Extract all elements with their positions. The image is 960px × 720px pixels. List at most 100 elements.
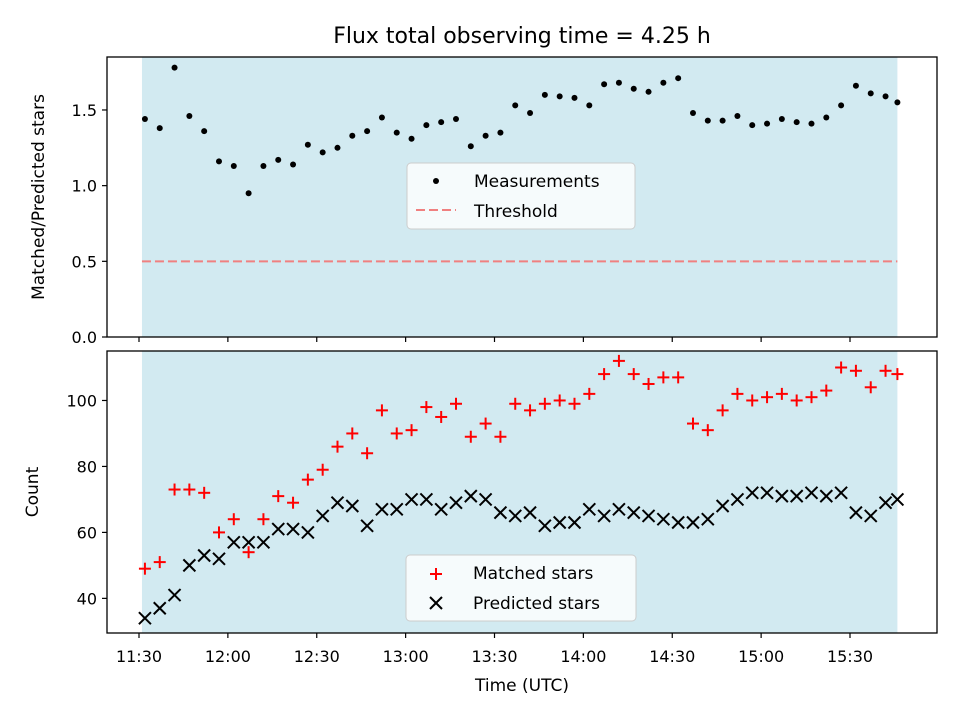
measurement-point: [497, 129, 504, 136]
bottom-y-tick-label: 100: [66, 391, 97, 410]
matched-star-point: [464, 430, 477, 443]
matched-star-point: [805, 391, 818, 404]
predicted-star-point: [167, 588, 182, 602]
predicted-star-point: [404, 492, 419, 507]
x-tick-label: 15:00: [738, 647, 784, 666]
predicted-star-point: [686, 515, 700, 530]
measurement-point: [527, 110, 534, 116]
predicted-star-point: [241, 535, 256, 550]
legend-matched-marker: [430, 568, 442, 580]
bottom-y-axis-label: Count: [23, 466, 43, 517]
measurement-point: [778, 116, 785, 123]
matched-star-point: [524, 404, 537, 417]
predicted-star-point: [864, 509, 878, 523]
predicted-star-point: [197, 548, 211, 563]
measurement-point: [230, 162, 237, 169]
matched-star-point: [701, 424, 714, 437]
predicted-star-point: [434, 502, 448, 517]
matched-star-point: [612, 354, 625, 367]
matched-star-point: [346, 427, 359, 440]
matched-star-point: [538, 397, 551, 410]
measurement-point: [349, 132, 356, 139]
matched-star-point: [509, 397, 522, 410]
top-y-tick-label: 0.0: [72, 328, 97, 347]
bottom-points-layer: [138, 354, 905, 625]
predicted-star-point: [701, 512, 715, 526]
measurement-point: [364, 128, 371, 135]
bottom-legend: Matched stars Predicted stars: [405, 554, 637, 622]
measurement-point: [660, 79, 667, 86]
predicted-star-point: [301, 525, 315, 540]
predicted-star-point: [271, 522, 285, 536]
predicted-star-point: [671, 515, 685, 530]
legend-threshold-label: Threshold: [473, 202, 558, 222]
top-panel: 0.0 0.5 1.0 1.5 Matched/Predicted stars Mea…: [29, 56, 938, 347]
matched-star-point: [449, 397, 462, 410]
x-tick-label: 13:00: [383, 647, 429, 666]
predicted-star-point: [212, 552, 226, 566]
measurement-point: [852, 82, 859, 89]
matched-star-point: [731, 387, 744, 400]
measurement-point: [201, 128, 208, 135]
measurement-point: [749, 122, 756, 129]
predicted-star-point: [464, 489, 478, 503]
measurement-point: [764, 120, 771, 127]
matched-star-point: [820, 384, 833, 397]
measurement-point: [275, 156, 282, 163]
matched-star-point: [657, 371, 670, 384]
top-y-tick-label: 0.5: [72, 252, 97, 271]
predicted-star-point: [567, 515, 582, 530]
predicted-star-point: [493, 505, 508, 520]
top-points-layer: [141, 64, 901, 197]
matched-star-point: [227, 513, 240, 526]
measurement-point: [215, 158, 222, 165]
matched-star-point: [672, 371, 685, 384]
measurement-point: [512, 102, 519, 109]
measurement-point: [467, 143, 474, 150]
top-y-tick-label: 1.5: [72, 101, 97, 120]
matched-star-point: [627, 368, 640, 381]
predicted-star-point: [582, 502, 597, 517]
matched-star-point: [479, 417, 492, 430]
matched-star-point: [361, 447, 374, 460]
matched-star-point: [257, 513, 270, 526]
predicted-star-point: [345, 499, 360, 513]
x-tick-label: 14:30: [649, 647, 695, 666]
predicted-star-point: [849, 505, 863, 520]
matched-star-point: [183, 483, 196, 496]
measurement-point: [378, 114, 385, 121]
matched-star-point: [746, 394, 759, 407]
measurement-point: [838, 102, 845, 109]
measurement-point: [319, 149, 326, 156]
predicted-star-point: [227, 535, 241, 550]
measurement-point: [808, 120, 815, 127]
predicted-star-point: [449, 496, 463, 510]
measurement-point: [482, 132, 489, 139]
measurement-point: [734, 113, 741, 120]
matched-star-point: [420, 401, 433, 414]
measurement-point: [260, 162, 267, 169]
measurement-point: [423, 122, 430, 129]
predicted-star-point: [627, 505, 641, 520]
matched-star-point: [138, 562, 151, 575]
legend-predicted-label: Predicted stars: [473, 594, 600, 614]
matched-star-point: [242, 546, 255, 559]
top-x-ticks: [138, 337, 851, 342]
matched-star-point: [287, 496, 300, 509]
matched-star-point: [790, 394, 803, 407]
predicted-star-point: [153, 601, 167, 615]
predicted-star-point: [330, 496, 345, 510]
matched-star-point: [686, 417, 699, 430]
measurement-point: [438, 119, 445, 126]
matched-star-point: [849, 364, 862, 377]
matched-star-point: [864, 381, 877, 394]
legend-measurements-label: Measurements: [474, 172, 600, 192]
predicted-star-point: [390, 502, 404, 517]
x-tick-label: 11:30: [116, 647, 162, 666]
matched-star-point: [272, 490, 285, 503]
predicted-star-point: [508, 509, 522, 523]
measurement-point: [719, 117, 726, 124]
legend-matched-label: Matched stars: [473, 564, 593, 584]
matched-star-point: [761, 391, 774, 404]
bottom-x-ticks: 11:30 12:00 12:30 13:00 13:30 14:00 14:30 15:00…: [116, 633, 873, 666]
